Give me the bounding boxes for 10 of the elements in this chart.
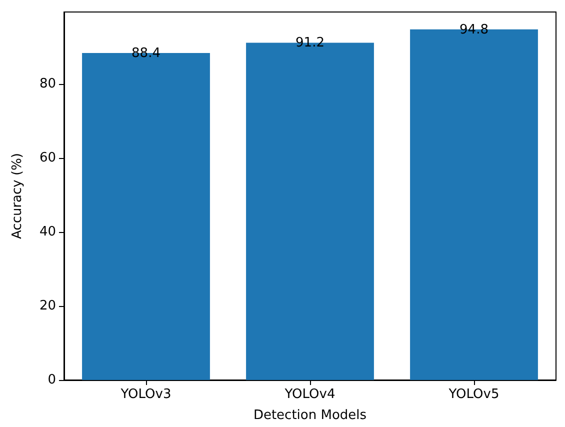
y-tick-label: 80 [39,76,56,92]
x-tick-label: YOLOv3 [120,387,172,402]
y-axis-title: Accuracy (%) [10,153,25,239]
y-tick-label: 20 [39,298,56,314]
y-tick-label: 40 [39,224,56,240]
x-tick-label: YOLOv5 [448,387,500,402]
y-tick-label: 60 [39,150,56,166]
y-tick-label: 0 [48,372,56,388]
x-axis-title: Detection Models [253,408,367,423]
x-tick-label: YOLOv4 [284,387,336,402]
